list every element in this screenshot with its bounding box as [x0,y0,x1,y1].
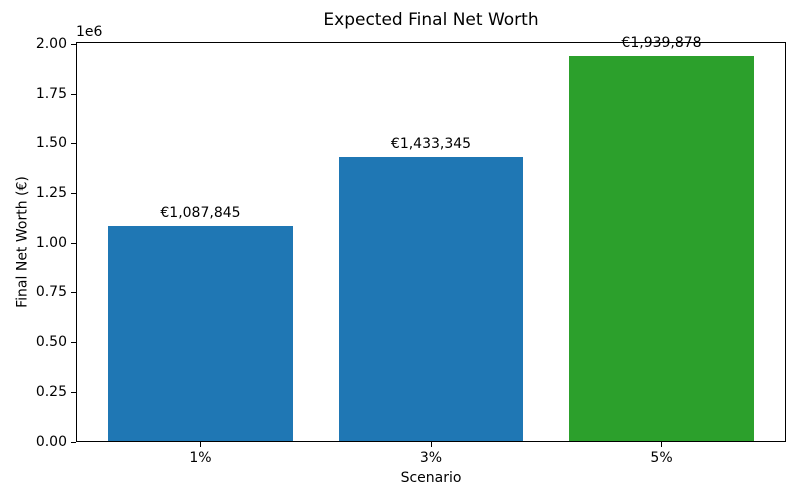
y-tick-label: 0.50 [35,334,67,351]
y-tick-label: 1.50 [35,135,67,152]
y-tick-mark [71,44,76,45]
plot-area: €1,087,845 €1,433,345 €1,939,878 0.00 0.25 0.… [36,35,786,466]
y-tick-mark [71,342,76,344]
y-tick-mark [71,93,76,95]
x-axis-label: Scenario [400,470,462,486]
y-tick-label: 2.00 [35,36,67,53]
x-tick-mark [430,442,432,447]
y-tick-label: 1.00 [35,234,67,251]
y-tick-mark [71,193,76,195]
y-tick-mark [71,242,76,244]
x-tick-label-3%: 3% [419,450,443,466]
x-tick-label-1%: 1% [189,450,212,466]
y-tick-label: 0.00 [35,433,67,450]
bar-1% [108,225,293,442]
y-axis-offset-multiplier-label: 1e6 [76,24,103,40]
y-tick-label: 0.75 [35,284,67,301]
x-tick-mark [199,442,201,447]
y-tick-mark [71,143,76,145]
y-tick-mark [71,391,76,393]
y-tick-label: 0.25 [35,383,67,400]
y-tick-mark [71,441,76,443]
bar-value-label-3%: €1,433,345 [390,136,472,153]
bar-value-label-1%: €1,087,845 [160,204,241,221]
bar-5% [569,56,754,442]
y-tick-label: 1.75 [35,85,67,102]
chart-title: Expected Final Net Worth [323,10,539,30]
x-tick-mark [661,442,663,447]
y-axis-label: Final Net Worth (€) [14,176,31,308]
y-tick-label: 1.25 [35,185,67,202]
bar-3% [338,157,524,442]
bar-value-label-5%: €1,939,878 [621,35,702,52]
x-tick-label-5%: 5% [650,450,673,466]
y-tick-mark [71,292,76,294]
